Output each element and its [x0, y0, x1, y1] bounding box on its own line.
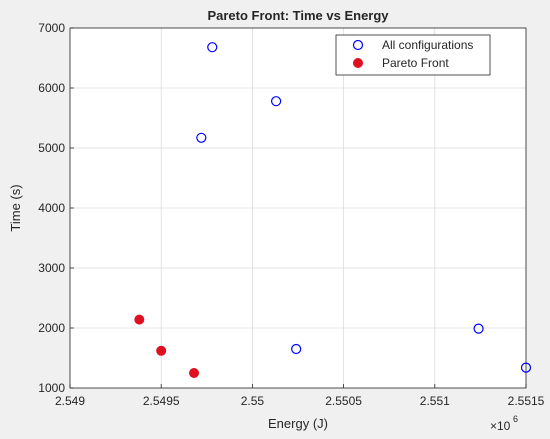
configuration-point	[196, 132, 207, 143]
x-tick-label: 2.5495	[143, 394, 180, 408]
legend-open-circle-marker	[352, 39, 364, 51]
axes-box	[69, 27, 527, 389]
legend-label-pareto-front: Pareto Front	[382, 56, 449, 70]
configuration-point	[473, 323, 484, 334]
x-tick-label: 2.5505	[325, 394, 362, 408]
x-tick-label: 2.551	[420, 394, 450, 408]
pareto-front-point	[156, 345, 167, 356]
x-exponent-label: ×10	[490, 419, 511, 433]
y-tick-label: 2000	[38, 321, 65, 335]
configuration-point	[520, 362, 532, 373]
x-tick-label: 2.55	[241, 394, 265, 408]
x-axis-label: Energy (J)	[268, 416, 328, 431]
legend: All configurations Pareto Front	[335, 34, 491, 76]
configuration-point	[271, 96, 282, 107]
configuration-point	[291, 343, 302, 355]
y-tick-label: 5000	[38, 141, 65, 155]
axes	[69, 27, 527, 389]
x-tick-label: 2.5515	[508, 394, 545, 408]
x-tick-label: 2.549	[55, 394, 85, 408]
y-axis-label: Time (s)	[8, 184, 23, 231]
configuration-point	[207, 42, 218, 53]
x-exponent-power: 6	[513, 414, 518, 424]
tick-labels: 2.549 2.5495 2.55 2.5505 2.551 2.5515 1000 2000…	[38, 21, 544, 408]
legend-filled-circle-marker	[353, 58, 363, 68]
pareto-front-point	[189, 368, 200, 378]
pareto-front-point	[134, 314, 145, 325]
y-tick-label: 3000	[38, 261, 65, 275]
y-tick-label: 7000	[38, 21, 65, 35]
legend-label-all-configurations: All configurations	[382, 38, 473, 52]
y-tick-label: 4000	[38, 201, 65, 215]
y-tick-label: 1000	[38, 381, 65, 395]
data-points	[134, 42, 532, 378]
chart-title: Pareto Front: Time vs Energy	[207, 8, 389, 23]
y-tick-label: 6000	[38, 81, 65, 95]
